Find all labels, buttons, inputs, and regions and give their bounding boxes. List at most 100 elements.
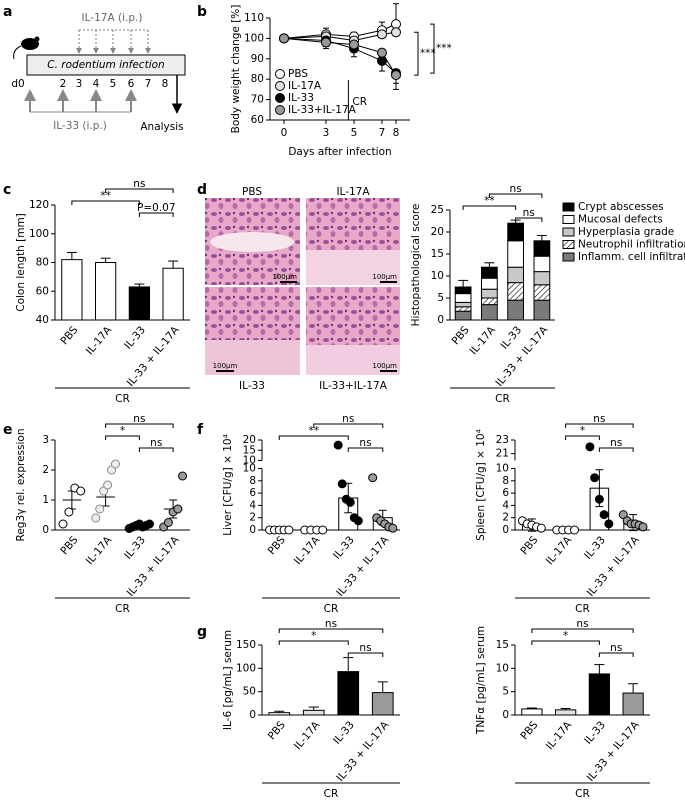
y-tick-label: 50	[243, 686, 256, 698]
x-tick-label: 7	[379, 127, 386, 139]
x-tick-label: IL-17A	[84, 534, 115, 568]
legend-swatch	[562, 215, 575, 224]
significance-bracket	[488, 193, 543, 198]
y-tick-label: 80	[251, 73, 264, 85]
x-tick-label: IL-33	[331, 719, 357, 747]
lumen	[210, 232, 294, 252]
bar-segment	[533, 284, 551, 301]
group-label: CR	[324, 603, 339, 615]
day-label: 6	[128, 78, 135, 90]
y-tick-label: 2	[249, 512, 256, 524]
x-tick-label: PBS	[518, 719, 540, 742]
significance-label: ns	[133, 413, 145, 425]
point	[391, 27, 401, 38]
timeline-diagram: IL-17A (i.p.) C. rodentium infection d0 …	[11, 12, 186, 133]
y-tick-label: 100	[236, 662, 256, 674]
bar	[555, 709, 577, 716]
bar-segment	[454, 293, 472, 303]
significance-label: ns	[359, 437, 371, 449]
panel-letter: c	[3, 182, 11, 198]
scale-bar-label: 100µm	[372, 273, 397, 281]
significance-label: *	[120, 425, 125, 437]
bar-segment	[481, 304, 498, 321]
legend-swatch	[562, 227, 575, 237]
y-tick-label: 15	[496, 639, 509, 651]
bar-segment	[507, 222, 524, 242]
bar-segment	[533, 299, 551, 321]
point	[391, 19, 401, 30]
bar-segment	[533, 271, 551, 286]
panel-letter: f	[197, 422, 204, 438]
y-tick-label: 0	[502, 524, 509, 536]
scale-bar-label: 100µm	[372, 362, 397, 370]
note: CR	[352, 96, 367, 108]
legend-label: IL-17A	[288, 80, 322, 92]
bar-segment	[481, 288, 498, 299]
image-label: PBS	[242, 186, 262, 198]
group-label: CR	[495, 393, 510, 405]
bar-segment	[507, 282, 524, 301]
group-label: CR	[115, 603, 130, 615]
panel-letter: a	[3, 4, 12, 20]
significance-bracket	[105, 435, 140, 440]
group-label: CR	[115, 393, 130, 405]
point	[388, 523, 398, 533]
y-axis-label: Body weight change [%]	[230, 5, 242, 134]
significance-label: ns	[593, 413, 605, 425]
point	[64, 507, 74, 517]
x-tick-label: IL-33	[582, 719, 608, 747]
point	[318, 525, 328, 535]
bar-segment	[454, 306, 472, 312]
x-tick-label: PBS	[58, 534, 80, 557]
submucosa	[205, 340, 300, 375]
significance-bracket	[598, 652, 634, 657]
y-tick-label: 23	[496, 434, 509, 446]
bar-segment	[507, 240, 524, 268]
bar	[268, 712, 291, 716]
day-label: 2	[60, 78, 67, 90]
y-tick-label: 6	[249, 487, 256, 499]
infection-label: C. rodentium infection	[47, 59, 164, 71]
x-tick-label: PBS	[266, 719, 288, 742]
y-tick-label: 2	[42, 464, 49, 476]
y-axis-label: Spleen [CFU/g] × 10⁴	[475, 429, 487, 541]
significance-bracket	[565, 435, 600, 440]
y-tick-label: 10	[243, 455, 256, 467]
y-tick-label: 8	[502, 475, 509, 487]
point	[368, 473, 378, 483]
x-tick-label: IL-33	[122, 534, 148, 562]
legend-label: Mucosal defects	[578, 214, 663, 226]
bar-segment	[481, 277, 498, 290]
significance-label: ns	[150, 437, 162, 449]
significance-bracket	[531, 640, 600, 645]
bar-segment	[454, 286, 472, 295]
point	[585, 442, 595, 452]
bar-segment	[481, 297, 498, 306]
point	[349, 39, 359, 50]
bar	[521, 708, 543, 716]
y-axis-label: Histopathological score	[410, 204, 422, 327]
y-tick-label: 0	[249, 524, 256, 536]
bar-segment	[507, 299, 524, 321]
point	[337, 479, 347, 489]
x-tick-label: IL-33	[331, 534, 357, 562]
day-label: d0	[11, 78, 24, 90]
significance-bracket	[105, 188, 174, 193]
point	[163, 518, 173, 527]
submucosa	[306, 250, 400, 285]
point	[321, 37, 331, 48]
y-tick-label: 80	[36, 257, 49, 269]
day-label: 4	[93, 78, 100, 90]
legend-label: IL-33+IL-17A	[288, 104, 357, 116]
x-tick-label: IL-17A	[467, 324, 498, 358]
bar	[128, 286, 150, 321]
mouse-tail	[13, 45, 22, 60]
point	[377, 47, 387, 58]
y-tick-label: 2	[502, 512, 509, 524]
y-tick-label: 0	[42, 524, 49, 536]
bar	[302, 709, 325, 716]
y-axis-label: TNFα [pg/mL] serum	[475, 626, 487, 735]
significance-bracket	[278, 628, 384, 633]
panel-letter: g	[197, 624, 207, 640]
